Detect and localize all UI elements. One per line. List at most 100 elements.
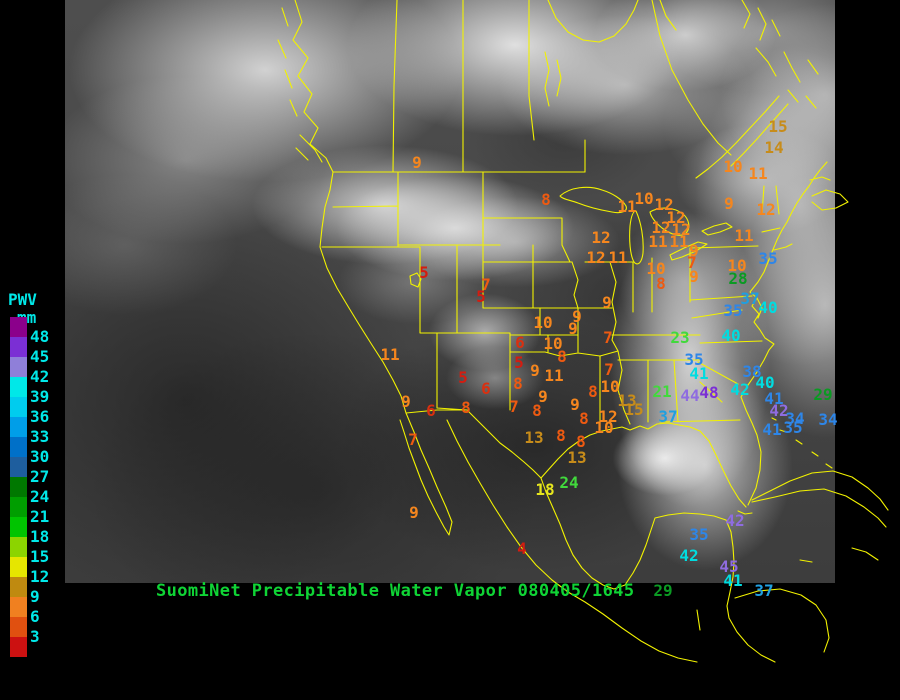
station-value: 5 <box>458 368 468 387</box>
station-value: 9 <box>538 387 548 406</box>
station-value: 12 <box>654 195 674 214</box>
legend-color-block <box>10 577 27 597</box>
station-value: 11 <box>380 345 400 364</box>
station-value: 7 <box>603 328 613 347</box>
border-us-mexico <box>405 409 542 479</box>
station-value: 7 <box>481 275 491 294</box>
station-value: 11 <box>608 248 628 267</box>
station-value: 11 <box>648 232 668 251</box>
legend-color-block <box>10 357 27 377</box>
station-value: 5 <box>419 263 429 282</box>
legend-tick-label: 33 <box>30 427 50 446</box>
station-value: 7 <box>509 397 519 416</box>
station-value: 10 <box>600 377 620 396</box>
station-value: 41 <box>723 571 743 590</box>
station-value: 41 <box>762 420 782 439</box>
station-value: 29 <box>653 581 673 600</box>
station-value: 9 <box>570 395 580 414</box>
station-value: 37 <box>754 581 774 600</box>
legend-tick-label: 6 <box>30 607 40 626</box>
legend-color-block <box>10 317 27 337</box>
station-value: 9 <box>689 267 699 286</box>
station-value: 35 <box>723 301 743 320</box>
legend-color-block <box>10 397 27 417</box>
station-value: 11 <box>734 226 754 245</box>
station-value: 8 <box>541 190 551 209</box>
station-value: 9 <box>530 361 540 380</box>
station-value: 35 <box>684 350 704 369</box>
station-value: 9 <box>724 194 734 213</box>
station-value: 9 <box>568 319 578 338</box>
station-value: 9 <box>689 241 699 260</box>
legend-tick-label: 39 <box>30 387 50 406</box>
station-value: 6 <box>515 333 525 352</box>
station-value: 13 <box>567 448 587 467</box>
station-value: 11 <box>748 164 768 183</box>
station-value: 6 <box>481 379 491 398</box>
station-value: 7 <box>604 360 614 379</box>
station-value: 12 <box>666 208 686 227</box>
station-value: 41 <box>689 364 709 383</box>
legend-tick-label: 45 <box>30 347 50 366</box>
mexico-caribbean <box>540 417 889 663</box>
station-value: 8 <box>576 432 586 451</box>
station-value: 10 <box>543 334 563 353</box>
station-value: 8 <box>556 426 566 445</box>
legend-tick-label: 24 <box>30 487 50 506</box>
satellite-image <box>65 0 835 583</box>
legend-color-block <box>10 457 27 477</box>
station-value: 40 <box>755 373 775 392</box>
station-value: 8 <box>588 382 598 401</box>
station-value: 12 <box>756 200 776 219</box>
station-value: 15 <box>768 117 788 136</box>
station-value: 9 <box>572 307 582 326</box>
map-title: SuomiNet Precipitable Water Vapor 080405… <box>156 581 635 601</box>
station-value: 15 <box>624 400 644 419</box>
station-value: 10 <box>723 157 743 176</box>
legend-tick-label: 27 <box>30 467 50 486</box>
legend-color-block <box>10 377 27 397</box>
station-value: 34 <box>785 409 805 428</box>
station-value: 29 <box>813 385 833 404</box>
station-value: 11 <box>669 232 689 251</box>
state-borders-west <box>321 171 619 411</box>
legend-tick-label: 12 <box>30 567 50 586</box>
station-value: 6 <box>426 401 436 420</box>
station-value: 24 <box>559 473 579 492</box>
coastline-mexico-pacific <box>399 412 698 663</box>
legend-color-block <box>10 517 27 537</box>
station-value: 13 <box>617 391 637 410</box>
station-value: 45 <box>719 557 739 576</box>
legend-color-block <box>10 637 27 657</box>
station-value: 8 <box>656 274 666 293</box>
coastline-canada-east <box>695 0 819 179</box>
station-value: 28 <box>728 269 748 288</box>
station-value: 35 <box>689 525 709 544</box>
station-value: 35 <box>758 249 778 268</box>
legend-tick-label: 42 <box>30 367 50 386</box>
legend-tick-label: 18 <box>30 527 50 546</box>
station-value: 9 <box>602 293 612 312</box>
legend-color-block <box>10 477 27 497</box>
legend-color-block <box>10 497 27 517</box>
station-value: 9 <box>401 392 411 411</box>
station-value: 23 <box>670 328 690 347</box>
station-value: 5 <box>514 353 524 372</box>
legend-tick-label: 3 <box>30 627 40 646</box>
station-value: 40 <box>758 298 778 317</box>
station-value: 42 <box>725 511 745 530</box>
station-value: 8 <box>579 409 589 428</box>
coastline-gulf-atlantic <box>540 161 849 515</box>
station-value: 12 <box>651 218 671 237</box>
station-value: 10 <box>533 313 553 332</box>
station-value: 10 <box>646 259 666 278</box>
station-value: 18 <box>535 480 555 499</box>
station-value: 10 <box>634 189 654 208</box>
legend-tick-label: 9 <box>30 587 40 606</box>
station-value: 42 <box>769 401 789 420</box>
station-value: 12 <box>671 220 691 239</box>
coastline-west <box>277 0 407 414</box>
station-value: 8 <box>513 374 523 393</box>
